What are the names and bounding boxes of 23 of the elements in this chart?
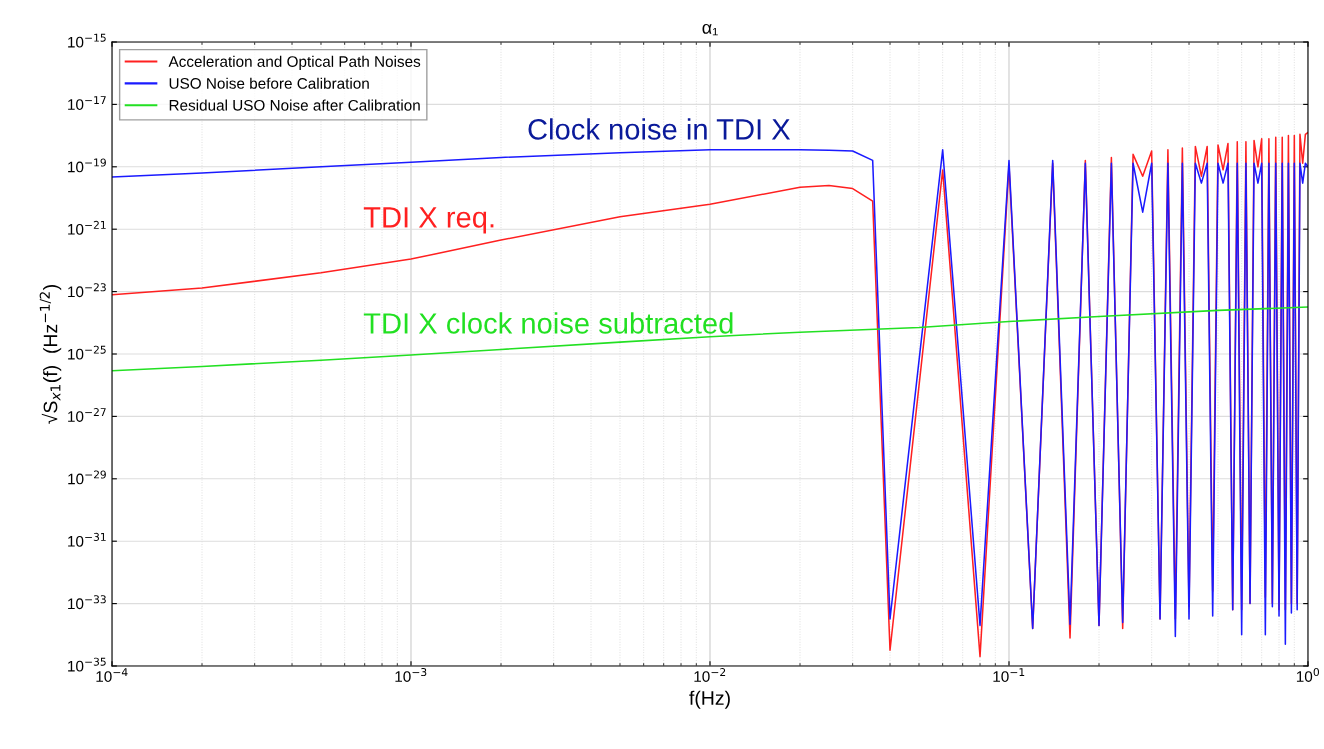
x-tick-label: 10$^{0}$ bbox=[1296, 668, 1320, 682]
annotation: Clock noise in TDI X bbox=[528, 118, 791, 140]
y-axis-title: √S$_{x1}$(f) (Hz$^{−1/2}$) bbox=[39, 285, 62, 424]
y-tick-label: 10$^{−21}$ bbox=[68, 220, 106, 235]
legend-label: Residual USO Noise after Calibration bbox=[169, 99, 420, 111]
y-tick-label: 10$^{−25}$ bbox=[68, 345, 106, 360]
y-tick-label: 10$^{−27}$ bbox=[68, 408, 106, 422]
x-axis-title: f(Hz) bbox=[689, 690, 730, 709]
y-tick-label: 10$^{−29}$ bbox=[68, 470, 106, 485]
legend-label: USO Noise before Calibration bbox=[169, 77, 369, 89]
y-tick-label: 10$^{−23}$ bbox=[68, 283, 106, 298]
x-tick-label: 10$^{−3}$ bbox=[395, 668, 427, 682]
y-tick-label: 10$^{−19}$ bbox=[68, 158, 106, 173]
y-tick-label: 10$^{−17}$ bbox=[68, 96, 106, 110]
annotation: TDI X clock noise subtracted bbox=[363, 312, 733, 334]
y-tick-label: 10$^{−33}$ bbox=[68, 595, 106, 610]
annotation: TDI X req. bbox=[363, 207, 494, 234]
y-tick-label: 10$^{−15}$ bbox=[68, 33, 106, 48]
x-tick-label: 10$^{−2}$ bbox=[694, 668, 726, 682]
chart-title: α₁ bbox=[702, 23, 718, 36]
x-tick-label: 10$^{−1}$ bbox=[993, 668, 1025, 682]
y-tick-label: 10$^{−31}$ bbox=[68, 532, 106, 547]
legend-label: Acceleration and Optical Path Noises bbox=[168, 55, 421, 70]
